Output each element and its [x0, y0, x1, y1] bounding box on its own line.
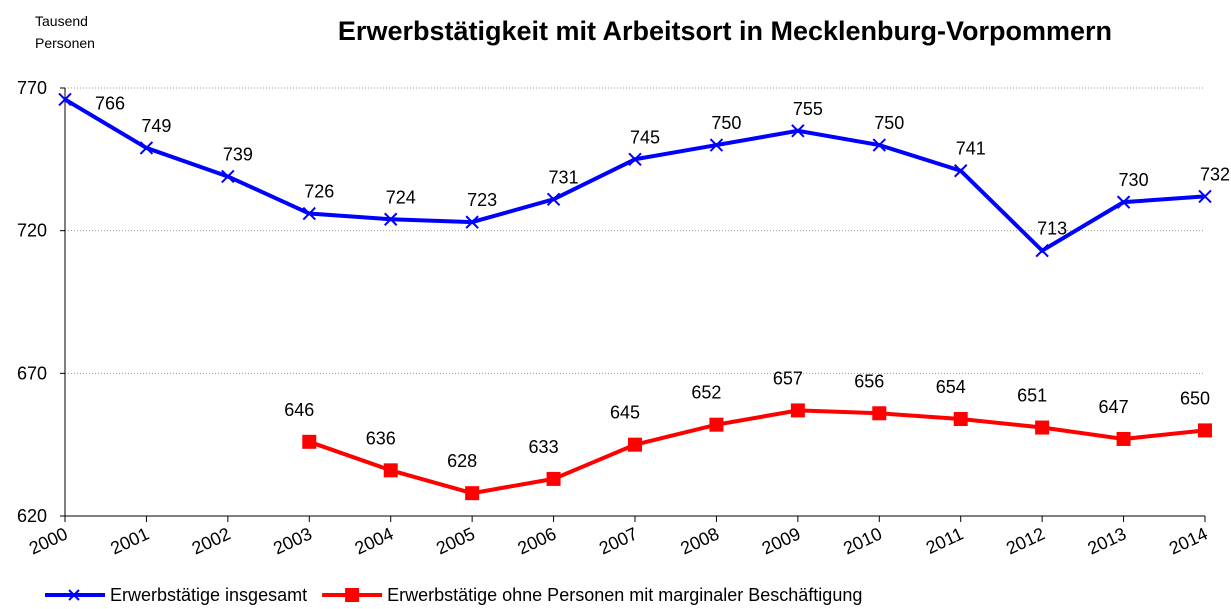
data-label: 724: [386, 187, 416, 207]
data-label: 628: [447, 451, 477, 471]
x-tick-label: 2010: [840, 523, 885, 558]
marker: [1035, 420, 1050, 435]
data-label: 739: [223, 144, 253, 164]
marker: [628, 152, 642, 167]
x-tick-label: 2002: [189, 523, 234, 558]
marker-x: [954, 164, 968, 178]
marker: [1116, 431, 1131, 446]
data-label: 654: [936, 377, 966, 397]
x-tick-label: 2006: [515, 523, 560, 558]
marker: [872, 138, 886, 152]
marker-x: [709, 138, 724, 152]
data-label: 750: [874, 113, 904, 133]
x-tick-label: 2012: [1003, 523, 1048, 558]
marker: [790, 403, 805, 418]
marker-x: [302, 206, 316, 221]
data-label: 650: [1180, 388, 1210, 408]
x-tick-label: 2011: [923, 523, 967, 557]
y-tick-label: 770: [17, 78, 47, 98]
marker-x: [791, 124, 805, 138]
marker: [139, 141, 154, 155]
marker: [302, 434, 317, 449]
data-label: 730: [1119, 170, 1149, 190]
data-label: 652: [691, 383, 721, 403]
marker: [302, 206, 316, 221]
series-line: [63, 97, 1206, 254]
data-label: 651: [1017, 386, 1047, 406]
data-label: 749: [141, 116, 171, 136]
marker: [872, 406, 887, 421]
marker-x: [628, 152, 642, 167]
marker: [465, 215, 479, 229]
legend-label: Erwerbstätige ohne Personen mit marginal…: [387, 585, 862, 605]
marker-x: [546, 192, 561, 206]
marker: [1035, 243, 1049, 258]
data-label: 713: [1037, 219, 1067, 239]
marker-x: [221, 169, 235, 184]
data-label: 766: [95, 93, 125, 113]
marker: [953, 411, 968, 426]
data-label: 633: [529, 437, 559, 457]
data-label: 645: [610, 403, 640, 423]
marker-x: [384, 212, 398, 226]
marker-x: [58, 92, 72, 107]
x-tick-label: 2004: [352, 523, 397, 558]
x-tick-label: 2000: [26, 523, 71, 558]
data-label: 726: [304, 182, 334, 202]
x-tick-label: 2014: [1166, 523, 1211, 558]
marker-x: [872, 138, 886, 152]
data-label: 656: [854, 371, 884, 391]
legend-label: Erwerbstätige insgesamt: [110, 585, 307, 605]
data-label: 732: [1200, 164, 1230, 184]
marker: [954, 164, 968, 178]
data-label: 657: [773, 368, 803, 388]
data-label: 741: [956, 139, 986, 159]
marker: [221, 169, 235, 184]
data-label: 755: [793, 99, 823, 119]
marker: [791, 124, 805, 138]
marker: [383, 463, 398, 478]
marker: [58, 92, 72, 107]
x-tick-label: 2009: [759, 523, 804, 558]
data-label: 745: [630, 127, 660, 147]
data-label: 636: [366, 428, 396, 448]
x-tick-label: 2003: [270, 523, 315, 558]
marker: [546, 471, 561, 486]
y-axis-label: Tausend: [35, 13, 88, 29]
data-label: 647: [1099, 397, 1129, 417]
marker: [1198, 189, 1212, 204]
x-tick-label: 2001: [107, 523, 152, 558]
series-line: [308, 408, 1206, 496]
data-label: 646: [284, 400, 314, 420]
marker: [628, 437, 642, 452]
marker-x: [1116, 195, 1131, 209]
x-tick-label: 2013: [1085, 523, 1130, 558]
data-label: 731: [549, 167, 579, 187]
chart-title: Erwerbstätigkeit mit Arbeitsort in Meckl…: [338, 16, 1112, 46]
marker: [1198, 423, 1212, 438]
y-tick-label: 620: [17, 506, 47, 526]
y-axis-label: Personen: [35, 35, 95, 51]
marker: [465, 486, 480, 501]
legend-marker: [68, 589, 80, 601]
marker-x: [139, 141, 154, 155]
marker: [384, 212, 398, 226]
marker-x: [465, 215, 479, 229]
marker-x: [1035, 243, 1049, 258]
y-tick-label: 720: [17, 221, 47, 241]
marker-x: [1198, 189, 1212, 204]
marker: [709, 138, 724, 152]
data-label: 723: [467, 190, 497, 210]
data-label: 750: [711, 113, 741, 133]
y-tick-label: 670: [17, 363, 47, 383]
x-tick-label: 2008: [677, 523, 722, 558]
x-tick-label: 2007: [596, 523, 641, 558]
x-tick-label: 2005: [433, 523, 478, 558]
marker: [1116, 195, 1131, 209]
marker: [709, 417, 724, 432]
legend-marker: [345, 588, 360, 602]
marker: [546, 192, 561, 206]
